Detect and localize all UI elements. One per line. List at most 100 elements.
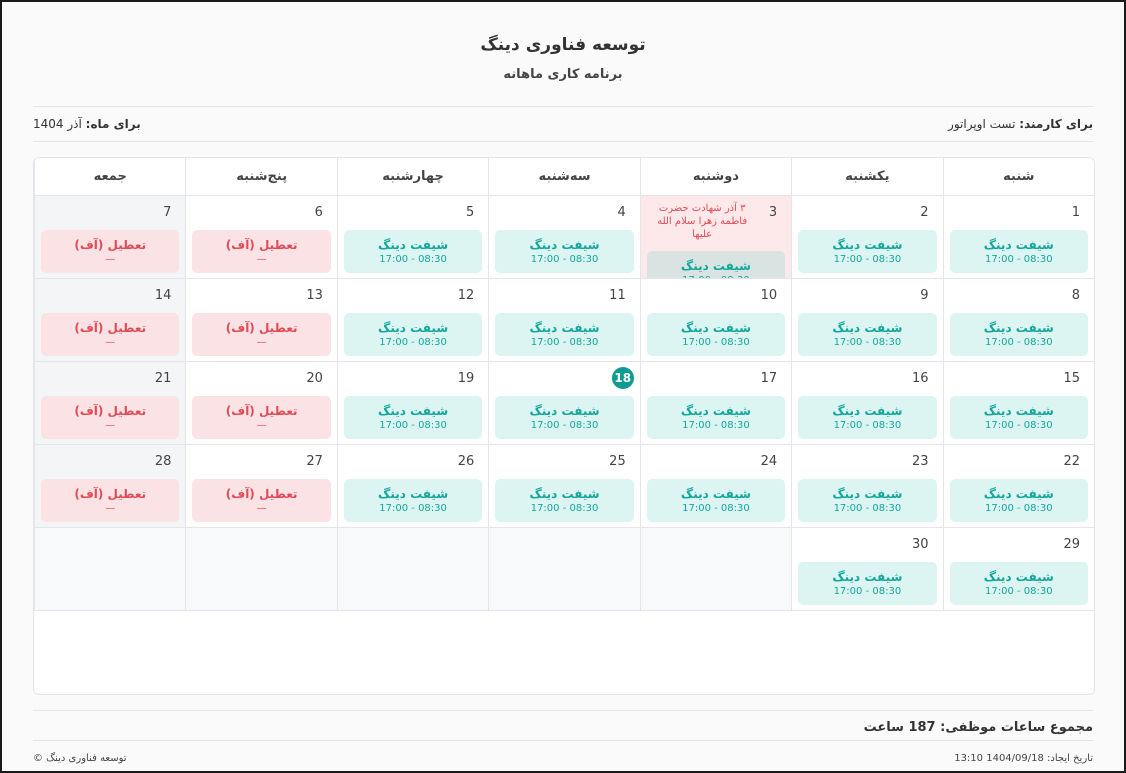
day-number: 25 [609, 454, 626, 469]
badge-hours: 08:30 - 17:00 [682, 502, 750, 514]
badge-hours: 08:30 - 17:00 [530, 419, 599, 431]
badge-title: تعطیل (آف) [74, 237, 147, 252]
badge-title: شیفت دینگ [378, 403, 449, 418]
badge-title: شیفت دینگ [832, 569, 903, 584]
badge-hours: 08:30 - 17:00 [833, 502, 902, 514]
weekday-header: سه‌شنبه [488, 158, 640, 196]
badge-title: تعطیل (آف) [74, 486, 147, 501]
day-number: 12 [457, 288, 475, 303]
day-number: 10 [760, 288, 778, 303]
copyright: توسعه فناوری دینگ © [33, 753, 127, 764]
day-cell: 15 شیفت دینگ 08:30 - 17:00 [942, 362, 1094, 445]
day-number: 14 [154, 288, 172, 303]
badge-hours: 08:30 - 17:00 [984, 253, 1053, 265]
day-cell: 9 شیفت دینگ 08:30 - 17:00 [791, 279, 943, 362]
day-number: 26 [457, 454, 475, 469]
day-cell: 14 تعطیل (آف) — [34, 279, 186, 362]
divider [33, 106, 1093, 107]
divider [33, 710, 1093, 711]
day-cell: 13 تعطیل (آف) — [185, 279, 337, 362]
weekday-header: شنبه [942, 158, 1094, 196]
badge-hours: — [105, 253, 116, 265]
badge-hours: 08:30 - 17:00 [379, 336, 447, 348]
badge-title: شیفت دینگ [378, 486, 449, 501]
badge-title: شیفت دینگ [983, 320, 1054, 335]
day-cell: 5 شیفت دینگ 08:30 - 17:00 [336, 196, 489, 279]
day-cell: 22 شیفت دینگ 08:30 - 17:00 [942, 445, 1094, 528]
badge-title: تعطیل (آف) [74, 320, 147, 335]
day-number: 20 [306, 371, 323, 386]
title: توسعه فناوری دینگ [480, 35, 646, 55]
badge-hours: 08:30 - 17:00 [682, 274, 750, 279]
day-number: 27 [306, 454, 323, 469]
empty-cell [34, 528, 186, 611]
total-hours: مجموع ساعات موظفی: 187 ساعت [863, 720, 1093, 735]
day-cell: 12 شیفت دینگ 08:30 - 17:00 [336, 279, 489, 362]
badge-hours: 08:30 - 17:00 [984, 336, 1053, 348]
day-cell: 3 ۳ آذر شهادت حضرت فاطمه زهرا سلام الله ع… [639, 196, 792, 279]
day-number: 5 [466, 205, 475, 220]
badge-title: شیفت دینگ [983, 403, 1054, 418]
badge-title: شیفت دینگ [529, 403, 600, 418]
weekday-header: جمعه [34, 158, 186, 196]
badge-title: شیفت دینگ [378, 320, 449, 335]
weekday-header: دوشنبه [639, 158, 792, 196]
badge-hours: 08:30 - 17:00 [984, 585, 1053, 597]
day-number: 2 [920, 205, 929, 220]
month-info: برای ماه: آذر 1404 [33, 117, 141, 131]
day-number: 1 [1071, 205, 1080, 220]
badge-title: شیفت دینگ [680, 258, 751, 273]
day-number: 15 [1063, 371, 1080, 386]
holiday-note: ۳ آذر شهادت حضرت فاطمه زهرا سلام الله عل… [657, 203, 748, 240]
day-number: 6 [314, 205, 323, 220]
badge-hours: 08:30 - 17:00 [833, 336, 902, 348]
day-number: 9 [920, 288, 929, 303]
badge-title: شیفت دینگ [983, 237, 1054, 252]
day-number: 19 [457, 371, 475, 386]
badge-title: شیفت دینگ [378, 237, 449, 252]
day-cell: 30 شیفت دینگ 08:30 - 17:00 [791, 528, 943, 611]
day-cell: 17 شیفت دینگ 08:30 - 17:00 [639, 362, 792, 445]
badge-title: تعطیل (آف) [225, 237, 298, 252]
divider [33, 141, 1093, 142]
day-cell: 4 شیفت دینگ 08:30 - 17:00 [488, 196, 640, 279]
calendar-grid: شنبه یکشنبه دوشنبه سه‌شنبه چهارشنبه پنج‌شنبه ج… [34, 158, 1094, 611]
day-cell: 29 شیفت دینگ 08:30 - 17:00 [942, 528, 1094, 611]
badge-hours: — [105, 336, 116, 348]
day-cell: 1 شیفت دینگ 08:30 - 17:00 [942, 196, 1094, 279]
badge-title: تعطیل (آف) [225, 403, 298, 418]
empty-cell [336, 528, 489, 611]
day-cell: 7 تعطیل (آف) — [34, 196, 186, 279]
subtitle: برنامه کاری ماهانه [503, 67, 623, 82]
day-number: 4 [617, 205, 626, 220]
badge-title: شیفت دینگ [680, 320, 751, 335]
badge-hours: 08:30 - 17:00 [530, 336, 599, 348]
off-badge: تعطیل (آف) — [41, 396, 180, 439]
day-cell: 27 تعطیل (آف) — [185, 445, 337, 528]
badge-title: شیفت دینگ [983, 486, 1054, 501]
employee-label: برای کارمند: [1019, 117, 1093, 131]
day-number: 13 [306, 288, 323, 303]
day-cell: 28 تعطیل (آف) — [34, 445, 186, 528]
badge-title: شیفت دینگ [832, 237, 903, 252]
day-number: 7 [163, 205, 172, 220]
day-number: 30 [912, 537, 929, 552]
created-date: تاریخ ایجاد: 1404/09/18 13:10 [954, 753, 1093, 764]
day-cell: 6 تعطیل (آف) — [185, 196, 337, 279]
off-badge: تعطیل (آف) — [41, 479, 180, 522]
day-number: 23 [912, 454, 929, 469]
